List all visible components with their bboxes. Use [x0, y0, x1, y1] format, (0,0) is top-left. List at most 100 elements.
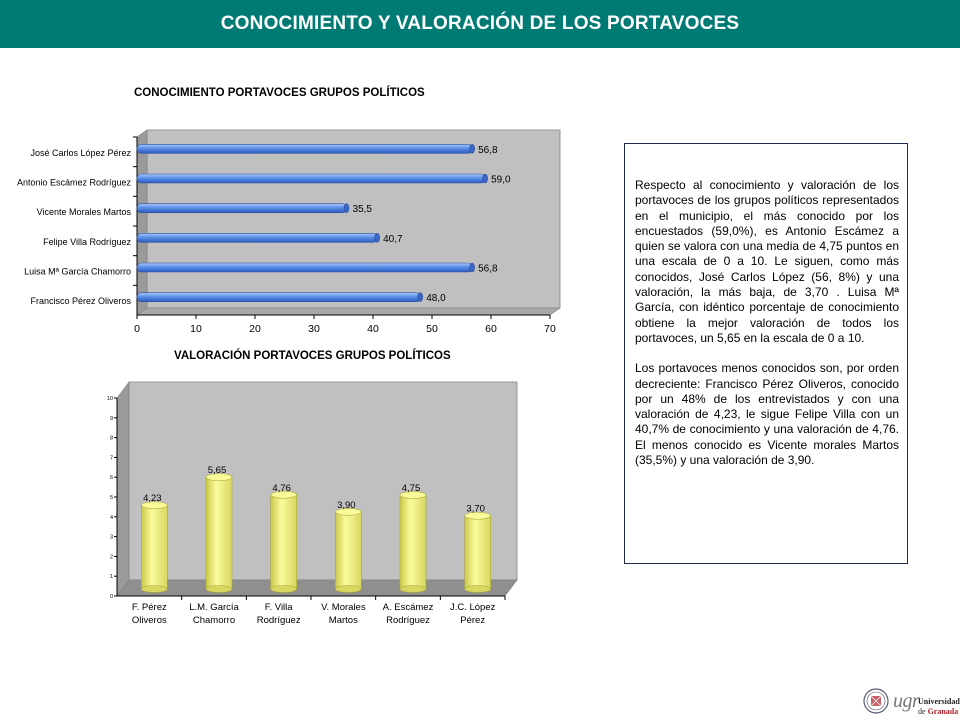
- category-label-line-2: Rodríguez: [386, 615, 430, 626]
- rating-bar-chart: 0 1 2 3 4 5 6 7 8 9 10 4,23 F. Pérez Oliveros 5,65 L.M.…: [107, 381, 518, 626]
- chart-title-conocimiento: CONOCIMIENTO PORTAVOCES GRUPOS POLÍTICOS: [134, 87, 425, 99]
- y-tick-label: 7: [110, 455, 113, 461]
- bar-base: [335, 585, 362, 593]
- category-label-line-1: F. Pérez: [132, 602, 167, 613]
- x-tick-label: 10: [190, 323, 202, 335]
- bar-base: [399, 585, 427, 593]
- bar-base: [270, 585, 297, 593]
- bar: [136, 173, 486, 184]
- x-tick-label: 0: [134, 323, 140, 335]
- category-label-line-1: V. Morales: [321, 602, 366, 613]
- bar: [399, 494, 427, 590]
- bar-end-cap: [374, 233, 380, 243]
- y-tick-label: 0: [110, 594, 113, 600]
- bar: [136, 203, 347, 213]
- y-tick-label: 1: [110, 574, 113, 580]
- bar: [270, 494, 297, 590]
- plot-wall: [146, 129, 561, 309]
- bar: [335, 511, 362, 590]
- y-tick-label: 9: [110, 416, 113, 422]
- y-tick-label: 2: [110, 554, 113, 560]
- category-label: Luisa Mª García Chamorro: [24, 267, 131, 277]
- header-bar: CONOCIMIENTO Y VALORACIÓN DE LOS PORTAVO…: [0, 0, 960, 48]
- bar-top: [399, 491, 427, 499]
- category-label-line-2: Oliveros: [132, 615, 167, 626]
- logo-line-2-name: Granada: [927, 707, 959, 716]
- description-paragraph-2: Los portavoces menos conocidos son, por …: [635, 361, 899, 468]
- x-tick-label: 70: [544, 323, 556, 335]
- logo-line-2-prefix: de: [918, 707, 926, 716]
- logo-mark: ugr: [893, 690, 920, 712]
- bar: [136, 144, 473, 154]
- value-label: 3,90: [337, 500, 356, 511]
- y-tick-label: 6: [110, 475, 113, 481]
- logo-line-1: Universidad: [918, 697, 960, 706]
- y-tick-label: 8: [110, 436, 113, 442]
- value-label: 56,8: [478, 264, 498, 275]
- page-title: CONOCIMIENTO Y VALORACIÓN DE LOS PORTAVO…: [220, 13, 740, 34]
- bar-end-cap: [343, 203, 350, 213]
- description-paragraph-1: Respecto al conocimiento y valoración de…: [635, 178, 899, 345]
- category-label-line-2: Rodríguez: [257, 615, 301, 626]
- category-label-line-1: J.C. López: [450, 602, 496, 613]
- bar-top: [464, 511, 491, 520]
- plot-side-wall: [116, 381, 130, 597]
- y-tick-label: 10: [107, 396, 113, 402]
- bar: [136, 233, 378, 243]
- value-label: 56,8: [478, 145, 498, 156]
- bar-base: [141, 585, 168, 593]
- category-label-line-1: A. Escámez: [383, 602, 434, 613]
- knowledge-bar-chart: 0 10 20 30 40 50 60 70 José Carlos López Pérez 56…: [17, 129, 561, 335]
- bar-top: [270, 490, 297, 499]
- plot-side-wall: [136, 129, 148, 316]
- value-label: 48,0: [426, 293, 446, 304]
- plot-wall: [128, 381, 518, 581]
- plot-floor: [116, 579, 518, 597]
- value-label: 5,65: [208, 465, 227, 476]
- category-label: Vicente Morales Martos: [37, 207, 132, 217]
- y-tick-label: 5: [110, 495, 113, 501]
- bar-base: [205, 585, 233, 593]
- x-tick-label: 30: [308, 323, 320, 335]
- description-box: Respecto al conocimiento y valoración de…: [624, 143, 908, 564]
- category-label-line-2: Chamorro: [193, 615, 235, 626]
- value-label: 4,75: [402, 483, 421, 494]
- category-label: Antonio Escámez Rodríguez: [17, 178, 132, 188]
- bar-top: [141, 501, 168, 510]
- bar-end-cap: [417, 292, 424, 302]
- chart-title-valoracion: VALORACIÓN PORTAVOCES GRUPOS POLÍTICOS: [174, 350, 451, 362]
- bar-end-cap: [469, 144, 475, 154]
- category-label-line-2: Martos: [329, 615, 358, 626]
- category-label: Felipe Villa Rodríguez: [43, 237, 131, 247]
- x-tick-label: 60: [485, 323, 497, 335]
- bar: [136, 292, 421, 302]
- x-tick-label: 20: [249, 323, 261, 335]
- bar-end-cap: [469, 262, 475, 273]
- value-label: 4,23: [143, 493, 162, 504]
- y-tick-label: 4: [110, 515, 113, 521]
- university-seal-icon: [863, 688, 889, 714]
- value-label: 3,70: [466, 504, 485, 515]
- x-tick-label: 40: [367, 323, 379, 335]
- x-tick-label: 50: [426, 323, 438, 335]
- bar-base: [464, 585, 491, 593]
- bar-top: [335, 507, 362, 516]
- category-label: Francisco Pérez Oliveros: [30, 296, 131, 306]
- bar: [136, 262, 473, 273]
- bar: [205, 476, 233, 590]
- bar-end-cap: [482, 173, 488, 184]
- plot-floor: [136, 307, 561, 316]
- bar-top: [205, 473, 233, 481]
- bar: [141, 504, 168, 590]
- value-label: 40,7: [383, 234, 403, 245]
- value-label: 4,76: [272, 483, 291, 494]
- value-label: 59,0: [491, 175, 511, 186]
- category-label: José Carlos López Pérez: [30, 148, 131, 158]
- category-label-line-1: L.M. García: [189, 602, 239, 613]
- bar: [464, 515, 491, 590]
- value-label: 35,5: [352, 204, 372, 215]
- category-label-line-1: F. Villa: [265, 602, 294, 613]
- category-label-line-2: Pérez: [460, 615, 485, 626]
- y-tick-label: 3: [110, 535, 113, 541]
